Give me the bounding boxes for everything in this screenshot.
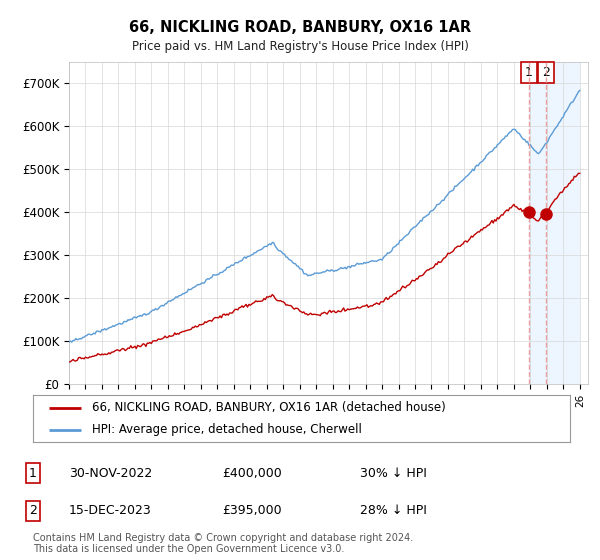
Text: 66, NICKLING ROAD, BANBURY, OX16 1AR: 66, NICKLING ROAD, BANBURY, OX16 1AR xyxy=(129,20,471,35)
Text: 2: 2 xyxy=(542,66,550,79)
Text: HPI: Average price, detached house, Cherwell: HPI: Average price, detached house, Cher… xyxy=(92,423,362,436)
Text: 66, NICKLING ROAD, BANBURY, OX16 1AR (detached house): 66, NICKLING ROAD, BANBURY, OX16 1AR (de… xyxy=(92,401,446,414)
Text: £400,000: £400,000 xyxy=(222,466,282,480)
Text: 15-DEC-2023: 15-DEC-2023 xyxy=(69,504,152,517)
Text: 1: 1 xyxy=(525,66,533,79)
Text: 30% ↓ HPI: 30% ↓ HPI xyxy=(360,466,427,480)
Text: 28% ↓ HPI: 28% ↓ HPI xyxy=(360,504,427,517)
Text: 1: 1 xyxy=(29,466,37,480)
Text: 30-NOV-2022: 30-NOV-2022 xyxy=(69,466,152,480)
Text: £395,000: £395,000 xyxy=(222,504,281,517)
Bar xyxy=(529,62,580,384)
Text: 2: 2 xyxy=(29,504,37,517)
Text: Contains HM Land Registry data © Crown copyright and database right 2024.
This d: Contains HM Land Registry data © Crown c… xyxy=(33,533,413,554)
Text: Price paid vs. HM Land Registry's House Price Index (HPI): Price paid vs. HM Land Registry's House … xyxy=(131,40,469,53)
